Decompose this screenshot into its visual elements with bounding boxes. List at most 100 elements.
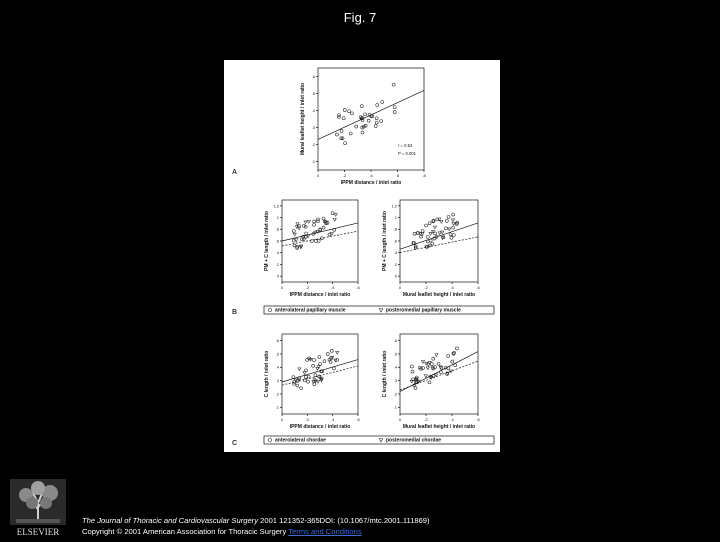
panelB-right-marker-circle [451, 225, 455, 230]
panelA-stat-r: r = 0.53 [398, 143, 413, 148]
panelC-left-marker-circle [305, 358, 309, 362]
panelB-right-marker-circle [416, 231, 420, 235]
panelB-left-marker-circle [295, 244, 299, 249]
panelC-left-marker-triangle [335, 351, 340, 355]
panelB-left-marker-triangle [292, 232, 297, 237]
panelA-ytick-label: .5 [312, 91, 316, 96]
panelC-right-marker-circle [421, 366, 425, 370]
copyright-text: Copyright © 2001 American Association fo… [82, 527, 289, 536]
panelC-right-marker-circle [431, 356, 436, 361]
panelC-left-marker-triangle [333, 358, 338, 363]
panelB-left-marker-triangle [306, 220, 311, 224]
panelB-right-xlabel: Mural leaflet height / inlet ratio [403, 292, 475, 298]
panelC-right-fit-line [399, 351, 479, 392]
panelC-right-marker-triangle [420, 360, 426, 364]
panelC-legend-item-1: anterolateral chordae [275, 438, 326, 444]
panelB-right-marker-circle [433, 231, 437, 236]
panelB-right-ytick-label: .8 [394, 227, 398, 232]
figure-svg: .1 .2 .3 .4 .5 .6 0 .2 .4 .6 .8 IPPM distance / inl… [232, 67, 495, 447]
panelA-marker-circle [339, 129, 344, 133]
panelC-right-marker-circle [450, 359, 455, 364]
panelA-ytick-label: .3 [312, 125, 316, 130]
panelB-left-marker-circle [302, 237, 306, 241]
panelC-right-ytick-label: .5 [394, 351, 398, 356]
panelB-left-marker-triangle [332, 218, 337, 222]
panelC-legend-triangle-symbol [378, 438, 384, 443]
panelB-left-marker-circle [300, 237, 304, 242]
panelB-right-marker-triangle [432, 225, 438, 230]
panelB-left-marker-circle [310, 239, 314, 243]
panelB-left-xtick-label: .6 [356, 285, 360, 290]
elsevier-logo[interactable]: ELSEVIER [6, 479, 70, 537]
panelC-left-ytick-label: .5 [276, 351, 280, 356]
panelC-right-marker-circle [410, 369, 415, 374]
panelC-left-ylabel: C length / inlet ratio [264, 351, 270, 398]
panelB-right-fit-line [399, 222, 479, 250]
panelC-left-marker-circle [322, 359, 327, 363]
citation: The Journal of Thoracic and Cardiovascul… [82, 515, 430, 537]
panelB-left-marker-circle [292, 229, 296, 233]
panelC-left-xtick-label: .2 [306, 417, 310, 422]
panelA-marker-circle [335, 132, 339, 137]
panelB-right-marker-circle [454, 222, 459, 226]
panelC-left-marker-circle [313, 373, 318, 377]
panelC-left-marker-circle [295, 383, 300, 388]
panelA-marker-circle [340, 136, 345, 141]
panelB-right-ytick-label: .2 [394, 262, 398, 267]
panelB-right-marker-triangle [418, 232, 423, 236]
panelB-right-marker-triangle [440, 230, 445, 235]
panelC-right-ytick-label: .1 [394, 405, 398, 410]
panelB-right-marker-triangle [447, 227, 452, 232]
panelA-marker-circle [341, 116, 346, 120]
panelA-ytick-label: .2 [312, 142, 316, 147]
panelC-left-marker-circle [312, 358, 316, 362]
panelC-left-ytick-label: .6 [276, 338, 280, 343]
panelB-left-marker-circle [312, 222, 316, 227]
panelB-left-marker-circle [297, 223, 301, 228]
figure-image: .1 .2 .3 .4 .5 .6 0 .2 .4 .6 .8 IPPM distance / inl… [224, 60, 500, 452]
panelB-left-ytick-label: 1.2 [273, 203, 279, 208]
panelA-marker-circle [375, 103, 379, 107]
panelA-ylabel: Mural leaflet height / inlet ratio [300, 83, 306, 155]
panelC-left-marker-triangle [302, 371, 307, 375]
panelC-left-marker-triangle [318, 376, 323, 381]
panelB-left-marker-circle [327, 232, 332, 237]
panelB-legend-circle-symbol [268, 308, 272, 312]
panelB-right-ytick-label: 0 [395, 274, 398, 279]
panelC-right-marker-circle [452, 351, 456, 355]
panelB-right-xtick-label: 0 [399, 285, 402, 290]
panelA-xtick-label: .8 [422, 173, 426, 178]
panelA-marker-circle [362, 124, 366, 129]
panelC-left-marker-circle [335, 358, 340, 362]
panelB-right-marker-circle [413, 245, 418, 250]
panelB-right-fit-line [399, 236, 479, 253]
panelC-left-ytick-label: .2 [276, 391, 280, 396]
panelB-left-ytick-label: .4 [276, 250, 280, 255]
panelC-right-marker-triangle [423, 374, 428, 379]
panelB-right-marker-triangle [420, 232, 425, 236]
panelC-right-marker-triangle [427, 361, 432, 365]
elsevier-tree-icon: ELSEVIER [10, 479, 66, 537]
panelA-marker-circle [380, 100, 384, 104]
panelA-stat-p: P = 0.001 [398, 151, 417, 156]
panelB-left-marker-circle [321, 216, 326, 221]
panelC-left-marker-triangle [296, 378, 302, 383]
panelB-right-marker-circle [424, 223, 428, 228]
panelC-right-marker-circle [446, 354, 450, 358]
panelA-marker-circle [343, 141, 347, 145]
panelC-left-marker-circle [304, 375, 308, 379]
panelB-right-marker-circle [435, 217, 439, 222]
panelC-right-marker-triangle [433, 373, 439, 378]
panelC-right-marker-circle [429, 362, 434, 366]
panelC-right-marker-circle [451, 352, 456, 356]
panelA-marker-circle [347, 109, 351, 114]
panelC-left-fit-line [281, 365, 359, 386]
panelB-right-xtick-label: .4 [450, 285, 454, 290]
terms-link[interactable]: Terms and Conditions [288, 527, 362, 536]
panelB-left-ytick-label: 0 [277, 274, 280, 279]
panelA-marker-circle [391, 82, 396, 87]
panelB-right-marker-circle [413, 244, 418, 249]
panelC-left-marker-circle [306, 374, 311, 379]
panelB-right-ytick-label: 1.2 [391, 203, 397, 208]
panelB-left-marker-circle [316, 217, 320, 222]
